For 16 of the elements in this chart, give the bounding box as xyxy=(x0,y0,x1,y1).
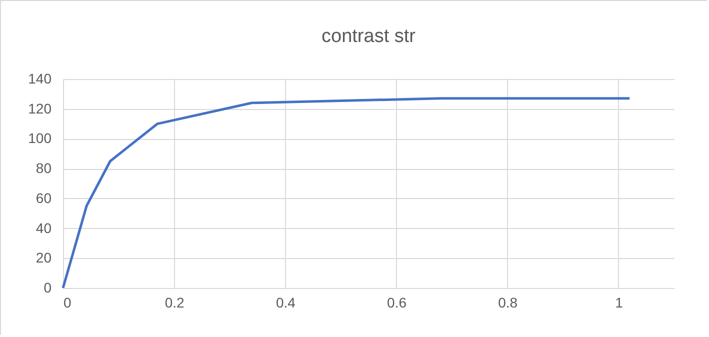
x-tick-label: 0.2 xyxy=(164,294,185,310)
y-tick-label: 60 xyxy=(36,190,52,206)
x-tick-label: 0.8 xyxy=(498,294,518,310)
x-tick-label: 0 xyxy=(64,294,72,310)
x-tick-label: 0.4 xyxy=(276,294,296,310)
y-tick-label: 0 xyxy=(44,280,52,296)
x-tick-label: 1 xyxy=(615,294,624,310)
line-series xyxy=(62,97,631,290)
y-tick-label: 100 xyxy=(28,130,52,146)
y-tick-label: 80 xyxy=(36,160,52,176)
chart-title: contrast str xyxy=(322,26,416,47)
y-tick-label: 140 xyxy=(28,70,52,86)
x-tick-label: 0.6 xyxy=(387,294,407,310)
y-tick-label: 40 xyxy=(36,220,52,236)
y-tick-label: 120 xyxy=(28,100,52,116)
y-tick-label: 20 xyxy=(36,250,52,266)
